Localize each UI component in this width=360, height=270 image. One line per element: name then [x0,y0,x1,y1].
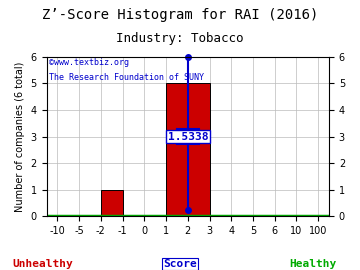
Bar [166,83,210,216]
Text: Z’-Score Histogram for RAI (2016): Z’-Score Histogram for RAI (2016) [42,8,318,22]
Y-axis label: Number of companies (6 total): Number of companies (6 total) [15,61,25,212]
Text: Healthy: Healthy [289,259,337,269]
Text: Score: Score [163,259,197,269]
Bar [101,190,123,216]
Text: Unhealthy: Unhealthy [13,259,73,269]
Text: Industry: Tobacco: Industry: Tobacco [116,32,244,45]
Text: The Research Foundation of SUNY: The Research Foundation of SUNY [49,73,204,82]
Text: ©www.textbiz.org: ©www.textbiz.org [49,58,129,68]
Text: 1.5338: 1.5338 [167,131,208,141]
